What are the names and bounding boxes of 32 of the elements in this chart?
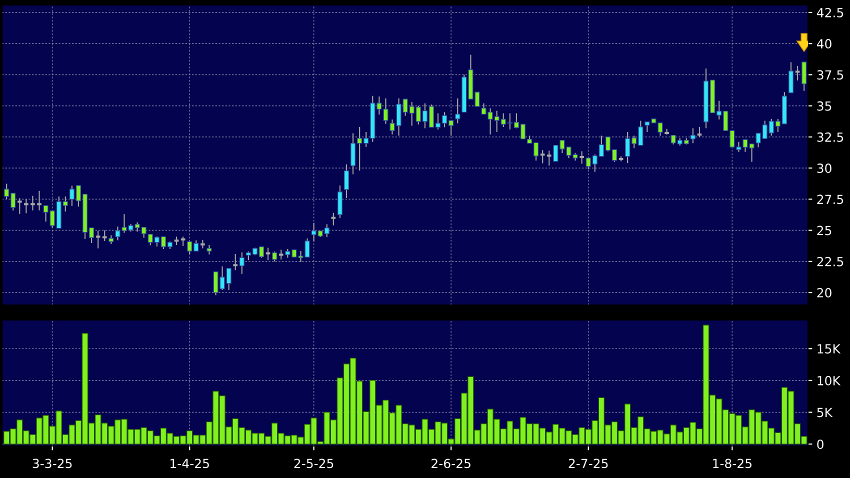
y-tick-label: 37.5 <box>817 70 844 80</box>
y-tick-label: 22.5 <box>817 256 844 266</box>
x-tick-label: 1-4-25 <box>170 458 209 468</box>
y-tick-label: 40 <box>816 39 832 49</box>
x-tick-label: 2-7-25 <box>568 458 608 468</box>
candlestick <box>455 98 460 124</box>
y-tick-label: 5K <box>817 408 833 418</box>
candlestick <box>690 128 696 144</box>
candlestick <box>304 238 310 258</box>
y-tick-label: 10K <box>818 376 841 386</box>
y-tick-label: 30 <box>817 164 832 173</box>
x-tick-label: 2-5-25 <box>294 458 334 468</box>
y-tick-label: 35 <box>817 101 832 111</box>
candlestick <box>30 195 36 211</box>
x-tick-label: 3-3-25 <box>32 458 72 468</box>
candlestick <box>239 252 244 274</box>
candlestick <box>788 62 794 94</box>
y-tick-label: 32.5 <box>817 132 844 142</box>
x-tick-label: 1-8-25 <box>713 458 752 468</box>
candlestick <box>272 250 278 262</box>
x-tick-label: 2-6-25 <box>432 458 470 468</box>
candlestick <box>344 164 349 198</box>
candlestick <box>36 190 42 211</box>
y-tick-label: 15K <box>818 344 841 354</box>
y-tick-label: 25 <box>817 226 832 236</box>
y-tick-label: 20 <box>817 288 832 298</box>
y-tick-label: 0 <box>817 440 824 450</box>
candlestick <box>337 184 342 219</box>
candlestick <box>206 244 212 256</box>
y-tick-label: 27.5 <box>817 194 844 204</box>
candlestick <box>802 61 807 92</box>
y-tick-label: 42.5 <box>816 8 844 18</box>
